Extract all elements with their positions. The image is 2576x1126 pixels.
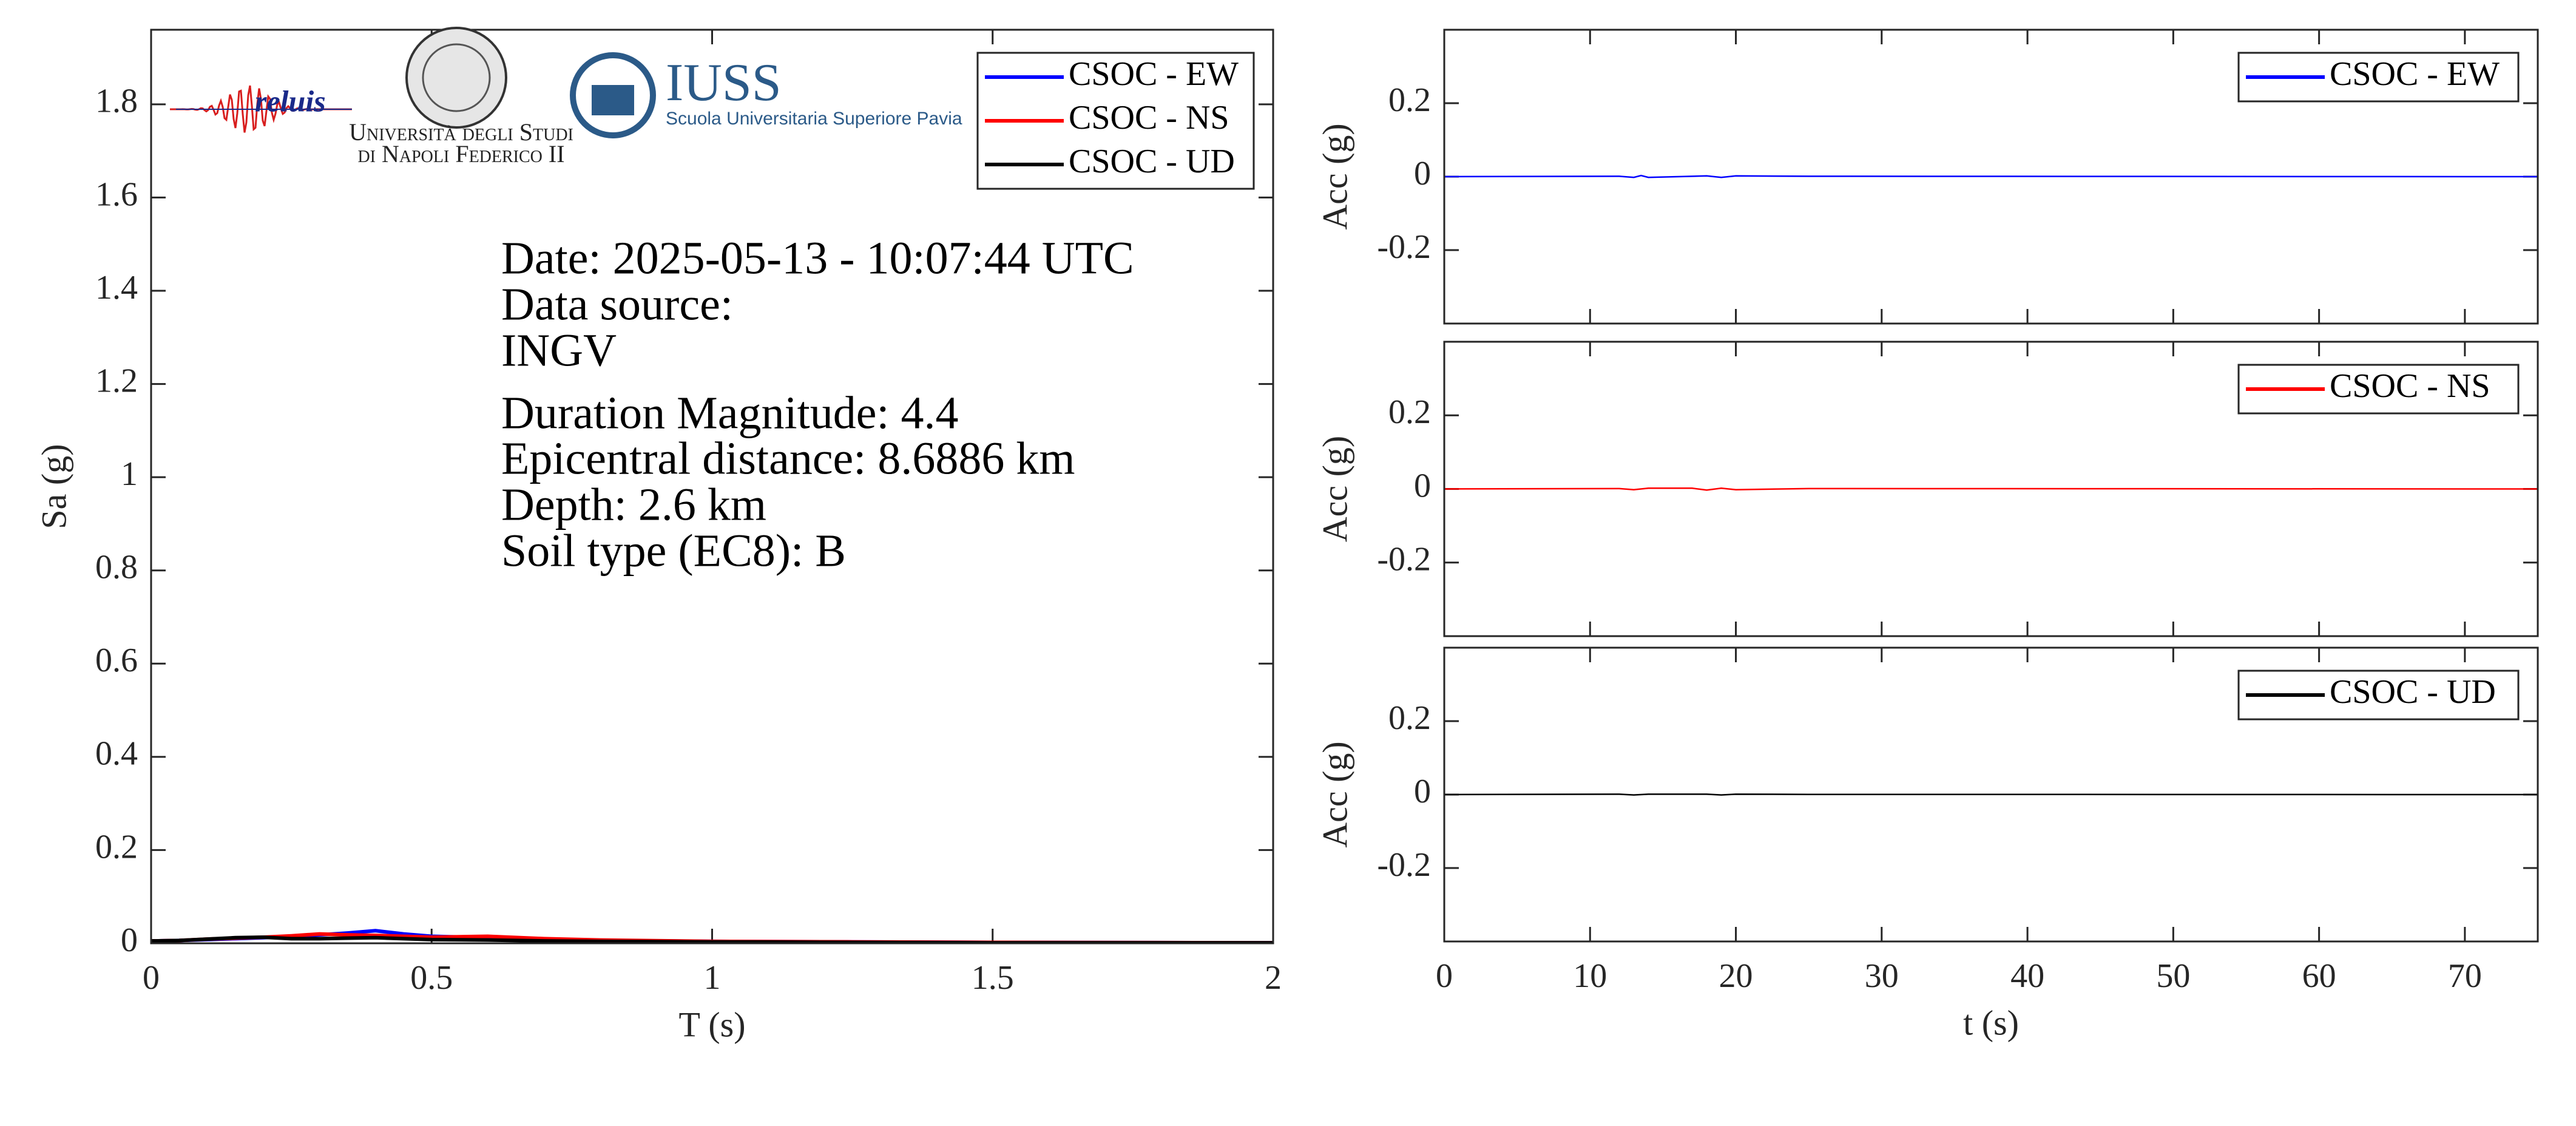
x-tick-label: 40: [2010, 957, 2044, 995]
logo-seal-inner: [422, 43, 491, 112]
y-tick-label: -0.2: [1377, 541, 1431, 578]
y-tick-label: 0.2: [1388, 81, 1431, 119]
series-line: [1444, 487, 2538, 491]
x-tick-label: 70: [2448, 957, 2482, 995]
y-tick-label: 0.2: [1388, 393, 1431, 431]
x-tick-label: 50: [2156, 957, 2190, 995]
x-tick-label: 0.5: [410, 959, 453, 997]
y-tick-label: 1: [121, 455, 138, 493]
logo-text: di Napoli Federico II: [357, 140, 564, 168]
axes-frame: [1443, 341, 2539, 637]
y-axis-label: Acc (g): [1315, 436, 1354, 543]
logo-text: Università degli Studi: [349, 118, 573, 146]
y-tick-label: 1.6: [95, 175, 138, 213]
annotation: Data source:: [501, 279, 733, 330]
axes: 0 10 20 30 40 50 60 70 -0.2 0 0.2 t (s) Acc (g) CSOC …: [1315, 646, 2539, 1042]
axes: -0.2 0 0.2 Acc (g) CSOC - NS: [1315, 341, 2539, 637]
x-tick-label: 20: [1719, 957, 1753, 995]
y-tick-label: 0: [1414, 467, 1431, 504]
logo-text: IUSS: [666, 53, 782, 112]
annotation: Date: 2025-05-13 - 10:07:44 UTC: [501, 232, 1134, 283]
legend-label: CSOC - NS: [1069, 99, 1229, 137]
axes: -0.2 0 0.2 Acc (g) CSOC - EW: [1315, 29, 2539, 325]
x-tick-label: 0: [1436, 957, 1453, 995]
logo-iuss-building: [592, 85, 634, 115]
logo-seal: [405, 27, 507, 129]
y-tick-label: 0.6: [95, 642, 138, 679]
y-tick-label: 0: [1414, 155, 1431, 192]
x-axis-label: t (s): [1963, 1003, 2019, 1042]
y-tick-label: 1.2: [95, 362, 138, 399]
y-tick-label: 1.8: [95, 83, 138, 120]
y-tick-label: 1.4: [95, 269, 138, 307]
legend: CSOC - EW: [2237, 52, 2520, 103]
axes-frame: [150, 29, 1274, 945]
legend: CSOC - NS: [2237, 364, 2520, 415]
legend: CSOC - EW CSOC - NS CSOC - UD: [976, 52, 1255, 190]
y-axis-label: Sa (g): [34, 444, 73, 529]
y-axis-label: Acc (g): [1315, 741, 1354, 848]
annotation: INGV: [501, 325, 617, 376]
axes: 0 0.5 1 1.5 2 0 0.2 0.4 0.6 0.8 1 1.2 1.4 1.6 1.8 T (s)…: [34, 27, 1282, 1044]
x-tick-label: 0: [143, 959, 160, 997]
annotation: Duration Magnitude: 4.4: [501, 387, 959, 438]
legend: CSOC - UD: [2237, 670, 2520, 721]
annotation: Soil type (EC8): B: [501, 525, 846, 576]
axes-frame: [1443, 29, 2539, 325]
y-tick-label: 0.2: [1388, 699, 1431, 737]
x-tick-label: 2: [1265, 959, 1282, 997]
x-tick-label: 30: [1865, 957, 1899, 995]
logo-text: reluis: [255, 84, 326, 118]
series-line: [1444, 174, 2538, 178]
x-tick-label: 1.5: [972, 959, 1014, 997]
x-tick-label: 10: [1573, 957, 1607, 995]
y-tick-label: -0.2: [1377, 228, 1431, 266]
annotation: Depth: 2.6 km: [501, 479, 766, 530]
series-line: [151, 935, 1273, 943]
series-line: [1444, 793, 2538, 796]
x-tick-label: 60: [2302, 957, 2336, 995]
legend-label: CSOC - EW: [2330, 55, 2500, 93]
logo-text: Scuola Universitaria Superiore Pavia: [666, 109, 962, 129]
y-tick-label: -0.2: [1377, 846, 1431, 884]
y-tick-label: 0: [121, 921, 138, 959]
annotation: Epicentral distance: 8.6886 km: [501, 433, 1075, 484]
legend-label: CSOC - UD: [2330, 673, 2496, 711]
y-tick-label: 0.8: [95, 549, 138, 586]
y-axis-label: Acc (g): [1315, 123, 1354, 230]
x-axis-label: T (s): [678, 1005, 745, 1044]
axes-frame: [1443, 646, 2539, 943]
y-tick-label: 0: [1414, 773, 1431, 810]
y-tick-label: 0.4: [95, 735, 138, 773]
y-tick-label: 0.2: [95, 828, 138, 866]
x-tick-label: 1: [704, 959, 721, 997]
legend-label: CSOC - NS: [2330, 367, 2490, 405]
legend-label: CSOC - EW: [1069, 55, 1239, 93]
legend-label: CSOC - UD: [1069, 143, 1235, 180]
